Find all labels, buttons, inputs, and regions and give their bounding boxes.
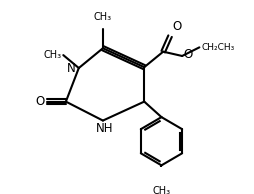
- Text: O: O: [172, 20, 181, 33]
- Text: O: O: [35, 95, 44, 108]
- Text: CH₂CH₃: CH₂CH₃: [201, 43, 234, 52]
- Text: O: O: [183, 48, 192, 61]
- Text: NH: NH: [96, 122, 113, 135]
- Text: CH₃: CH₃: [93, 12, 112, 22]
- Text: N: N: [66, 61, 75, 74]
- Text: CH₃: CH₃: [43, 50, 61, 60]
- Text: CH₃: CH₃: [152, 186, 170, 194]
